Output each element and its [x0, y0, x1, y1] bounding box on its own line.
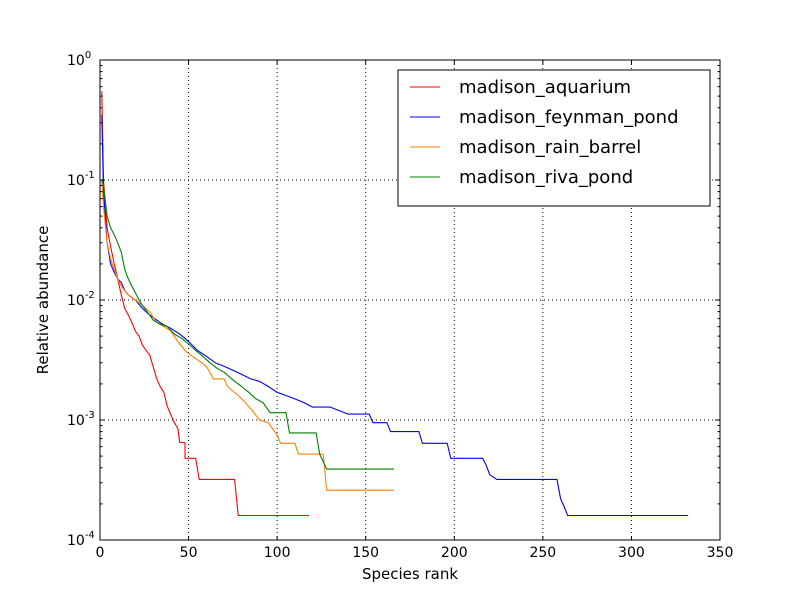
y-tick-label: 100 [67, 50, 91, 69]
legend-label: madison_feynman_pond [459, 107, 679, 128]
y-tick-label: 10-3 [67, 410, 95, 429]
x-tick-label: 250 [529, 545, 556, 561]
y-tick-base: 10 [67, 413, 85, 429]
y-tick-exponent: -4 [85, 530, 95, 541]
y-tick-exponent: 0 [85, 50, 91, 61]
x-tick-label: 150 [352, 545, 379, 561]
y-tick-label: 10-1 [67, 170, 95, 189]
y-tick-label: 10-4 [67, 530, 95, 549]
y-tick-base: 10 [67, 533, 85, 549]
y-tick-label: 10-2 [67, 290, 95, 309]
x-axis-title: Species rank [362, 565, 458, 583]
y-tick-exponent: -3 [85, 410, 95, 421]
legend-label: madison_riva_pond [459, 167, 633, 188]
x-tick-label: 350 [707, 545, 734, 561]
series-line-madison-rain-barrel [101, 179, 395, 491]
x-tick-label: 0 [96, 545, 105, 561]
legend-label: madison_rain_barrel [459, 137, 641, 158]
y-tick-base: 10 [67, 173, 85, 189]
y-tick-exponent: -1 [85, 170, 95, 181]
y-axis-title: Relative abundance [34, 226, 52, 375]
y-tick-exponent: -2 [85, 290, 95, 301]
legend-box [397, 69, 711, 207]
x-tick-label: 200 [441, 545, 468, 561]
x-tick-label: 50 [180, 545, 198, 561]
series-lines [101, 91, 689, 517]
y-tick-base: 10 [67, 293, 85, 309]
x-tick-label: 100 [264, 545, 291, 561]
series-line-madison-riva-pond [101, 179, 395, 470]
y-tick-base: 10 [67, 53, 85, 69]
x-tick-label: 300 [618, 545, 645, 561]
legend: madison_aquarium madison_feynman_pondmadi… [397, 69, 711, 207]
legend-label: madison_aquarium [459, 77, 631, 98]
